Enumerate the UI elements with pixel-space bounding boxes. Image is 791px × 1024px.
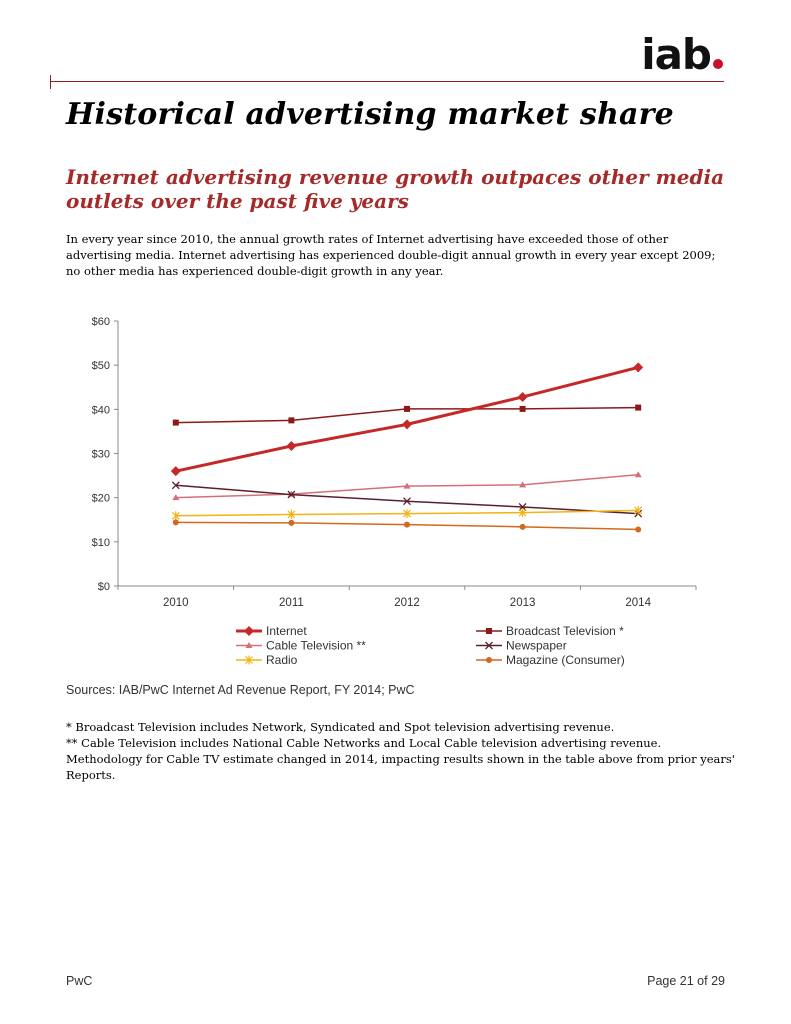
legend-label: Newspaper — [506, 639, 567, 653]
footnote-broadcast: * Broadcast Television includes Network,… — [66, 720, 615, 734]
data-point-internet — [170, 466, 181, 477]
x-tick-label: 2014 — [625, 597, 651, 609]
data-point-cable-television — [172, 494, 180, 501]
data-point-magazine-consumer — [404, 521, 410, 528]
data-point-magazine-consumer — [519, 523, 526, 530]
legend-label: Cable Television ** — [266, 639, 366, 653]
legend-swatch-marker — [486, 628, 492, 634]
y-tick-label: $10 — [92, 537, 110, 549]
data-point-newspaper — [403, 497, 411, 506]
legend-swatch-marker — [245, 655, 253, 665]
header-rule-tick — [50, 75, 51, 89]
footnote-cable: ** Cable Television includes National Ca… — [66, 736, 735, 782]
data-point-broadcast-television — [635, 404, 642, 411]
data-point-newspaper — [287, 490, 296, 499]
x-tick-label: 2011 — [279, 597, 304, 609]
y-tick-label: $60 — [92, 316, 110, 328]
y-tick-label: $20 — [92, 493, 110, 505]
data-point-radio — [171, 511, 180, 521]
data-point-magazine-consumer — [635, 526, 642, 533]
data-point-cable-television — [403, 482, 411, 489]
header-rule — [50, 81, 724, 82]
iab-logo: iab — [641, 34, 723, 76]
x-tick-label: 2010 — [163, 597, 189, 609]
footnotes: * Broadcast Television includes Network,… — [66, 719, 736, 783]
data-point-internet — [286, 440, 297, 451]
page-title: Historical advertising market share — [66, 97, 674, 132]
data-point-radio — [287, 509, 296, 519]
sources-text: Sources: IAB/PwC Internet Ad Revenue Rep… — [66, 683, 415, 697]
intro-paragraph: In every year since 2010, the annual gro… — [66, 232, 716, 278]
legend-swatch-marker — [245, 642, 253, 648]
legend-label: Radio — [266, 653, 298, 667]
y-tick-label: $40 — [92, 404, 110, 416]
legend-swatch-marker — [485, 641, 493, 650]
logo-dot — [713, 59, 723, 69]
y-tick-label: $0 — [98, 581, 110, 593]
data-point-internet — [517, 391, 528, 402]
legend-swatch-marker — [486, 657, 492, 663]
data-point-broadcast-television — [172, 419, 179, 426]
data-point-internet — [633, 362, 644, 373]
market-share-line-chart: $0 $10 $20 $30 $40 $50 $60 2010 2011 2012 2013 2014… — [92, 316, 697, 667]
data-point-broadcast-television — [288, 417, 295, 424]
legend-label: Internet — [266, 624, 307, 638]
footer-company: PwC — [66, 974, 93, 988]
data-point-radio — [634, 505, 643, 515]
y-tick-label: $30 — [92, 449, 110, 461]
page-subtitle: Internet advertising revenue growth outp… — [66, 165, 725, 213]
data-point-cable-television — [634, 471, 642, 478]
data-point-newspaper — [171, 481, 180, 490]
data-point-radio — [403, 509, 411, 519]
footer-page-number: Page 21 of 29 — [647, 974, 725, 988]
data-point-newspaper — [518, 502, 527, 511]
series-line-internet — [175, 365, 639, 473]
data-point-radio — [518, 508, 527, 518]
data-point-internet — [402, 419, 412, 430]
data-point-broadcast-television — [404, 405, 410, 412]
data-point-broadcast-television — [519, 405, 526, 412]
y-tick-label: $50 — [92, 360, 110, 372]
x-tick-label: 2013 — [510, 597, 536, 609]
legend-label: Broadcast Television * — [506, 624, 624, 638]
data-point-magazine-consumer — [172, 519, 179, 526]
data-point-cable-television — [519, 481, 527, 488]
data-point-magazine-consumer — [288, 519, 295, 526]
x-tick-label: 2012 — [394, 597, 420, 609]
legend-swatch-marker — [244, 626, 254, 636]
legend-label: Magazine (Consumer) — [506, 653, 625, 667]
